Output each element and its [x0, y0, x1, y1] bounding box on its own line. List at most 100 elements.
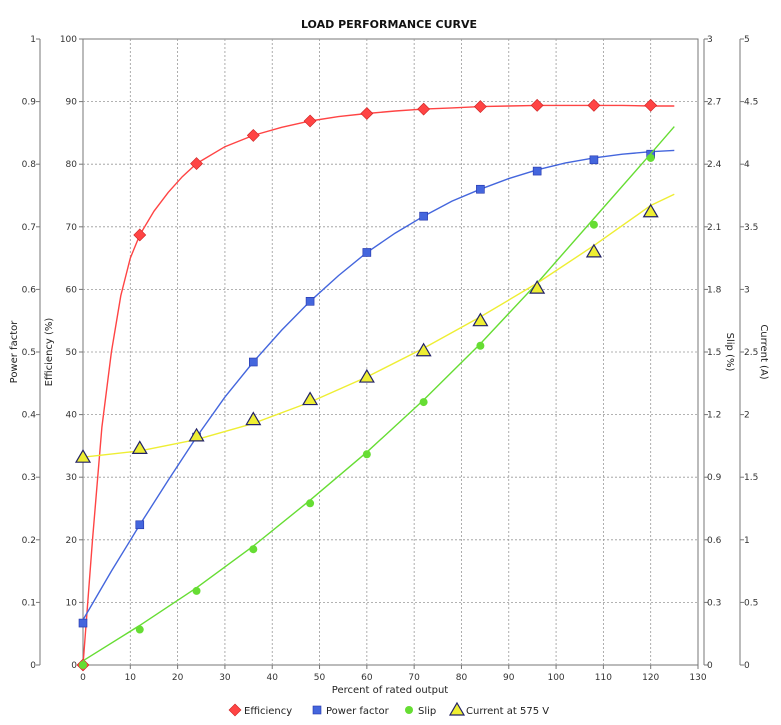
efficiency-tick-label: 10 [66, 598, 78, 608]
power-factor-tick-label: 0.5 [22, 348, 36, 358]
power-factor-tick-label: 0.3 [22, 473, 36, 483]
efficiency-point [644, 98, 658, 112]
current-at-575-v-point [585, 243, 602, 258]
slip-tick-label: 2.7 [707, 98, 721, 108]
current-at-575-v-line [82, 193, 675, 458]
power-factor-point [362, 248, 372, 257]
efficiency-point [303, 114, 317, 128]
efficiency-tick-label: 40 [66, 411, 78, 421]
power-factor-tick-label: 0.8 [22, 160, 37, 170]
x-tick-label: 20 [172, 673, 184, 683]
current-at-575-v-point [472, 312, 489, 327]
current-tick-label: 3 [744, 285, 750, 295]
power-factor-point [305, 296, 315, 306]
current-at-575-v-point [131, 440, 148, 455]
axes: 0 10 20 30 40 50 60 70 80 90 100 110 120 13000.10.20.… [22, 35, 759, 683]
legend-swatch-efficiency [228, 703, 242, 717]
slip-tick-label: 1.2 [707, 411, 721, 421]
efficiency-tick-label: 30 [66, 473, 78, 483]
current-tick-label: 4 [744, 160, 750, 170]
power-factor-axis-title: Power factor [9, 320, 20, 384]
legend-label-slip: Slip [418, 706, 436, 717]
x-tick-label: 70 [408, 673, 420, 683]
x-tick-label: 80 [456, 673, 468, 683]
legend-item-current-at-575-v: Current at 575 V [448, 701, 549, 717]
efficiency-series [76, 98, 675, 672]
chart-title: LOAD PERFORMANCE CURVE [301, 18, 477, 31]
efficiency-point [190, 157, 203, 170]
current-at-575-v-point [188, 427, 205, 442]
power-factor-point [249, 357, 258, 367]
x-axis-title: Percent of rated output [332, 685, 449, 696]
series-layer [74, 98, 675, 672]
current-at-575-v-point [529, 279, 546, 294]
power-factor-tick-label: 0.7 [22, 223, 36, 233]
efficiency-point [360, 107, 374, 120]
slip-point [589, 220, 598, 229]
legend-item-slip: Slip [405, 706, 436, 717]
efficiency-axis-title: Efficiency (%) [44, 318, 55, 387]
slip-point [362, 450, 371, 459]
efficiency-point [133, 228, 147, 242]
power-factor-tick-label: 0.4 [22, 411, 37, 421]
legend-label-efficiency: Efficiency [244, 706, 292, 717]
power-factor-point [135, 520, 145, 530]
slip-line [82, 126, 675, 662]
legend: Efficiency Power factor Slip Current at 575… [228, 701, 549, 717]
x-tick-label: 120 [642, 673, 659, 683]
legend-label-current-at-575-v: Current at 575 V [466, 706, 549, 717]
current-at-575-v-point [74, 448, 92, 463]
current-tick-label: 1.5 [744, 473, 758, 483]
power-factor-tick-label: 0.1 [22, 598, 36, 608]
slip-point [192, 586, 201, 595]
slip-tick-label: 3 [707, 35, 713, 45]
slip-point [306, 499, 315, 508]
current-at-575-v-point [358, 368, 375, 383]
current-tick-label: 1 [744, 536, 750, 546]
efficiency-tick-label: 80 [66, 160, 78, 170]
efficiency-tick-label: 90 [66, 98, 78, 108]
current-tick-label: 3.5 [744, 223, 758, 233]
current-tick-label: 4.5 [744, 98, 758, 108]
current-tick-label: 0 [744, 661, 750, 671]
power-factor-point [78, 618, 88, 628]
slip-tick-label: 0.3 [707, 598, 721, 608]
slip-tick-label: 1.8 [707, 285, 722, 295]
legend-item-power-factor: Power factor [312, 705, 390, 717]
x-tick-label: 0 [80, 673, 86, 683]
x-tick-label: 90 [503, 673, 515, 683]
current-at-575-v-series [74, 193, 675, 463]
slip-tick-label: 2.4 [707, 160, 722, 170]
x-tick-label: 50 [314, 673, 326, 683]
slip-tick-label: 0 [707, 661, 713, 671]
power-factor-line [82, 149, 675, 621]
power-factor-tick-label: 0.2 [22, 536, 36, 546]
current-at-575-v-point [415, 342, 432, 357]
efficiency-tick-label: 0 [71, 661, 77, 671]
current-tick-label: 2 [744, 411, 750, 421]
power-factor-tick-label: 0 [30, 661, 36, 671]
legend-swatch-slip [405, 706, 413, 714]
slip-point [135, 625, 144, 634]
legend-item-efficiency: Efficiency [228, 703, 292, 717]
current-tick-label: 5 [744, 35, 750, 45]
power-factor-point [532, 166, 542, 176]
power-factor-point [419, 211, 428, 221]
slip-tick-label: 2.1 [707, 223, 721, 233]
x-tick-label: 100 [547, 673, 564, 683]
slip-point [249, 545, 258, 554]
power-factor-tick-label: 1 [30, 35, 36, 45]
efficiency-tick-label: 50 [66, 348, 78, 358]
efficiency-line [82, 104, 675, 666]
power-factor-tick-label: 0.6 [22, 285, 37, 295]
efficiency-tick-label: 70 [66, 223, 78, 233]
grid-lines [83, 39, 698, 665]
slip-axis-title: Slip (%) [724, 333, 735, 372]
slip-point [476, 341, 485, 350]
x-tick-label: 60 [361, 673, 373, 683]
efficiency-tick-label: 20 [66, 536, 78, 546]
current-at-575-v-point [302, 391, 319, 406]
slip-point [79, 661, 87, 669]
